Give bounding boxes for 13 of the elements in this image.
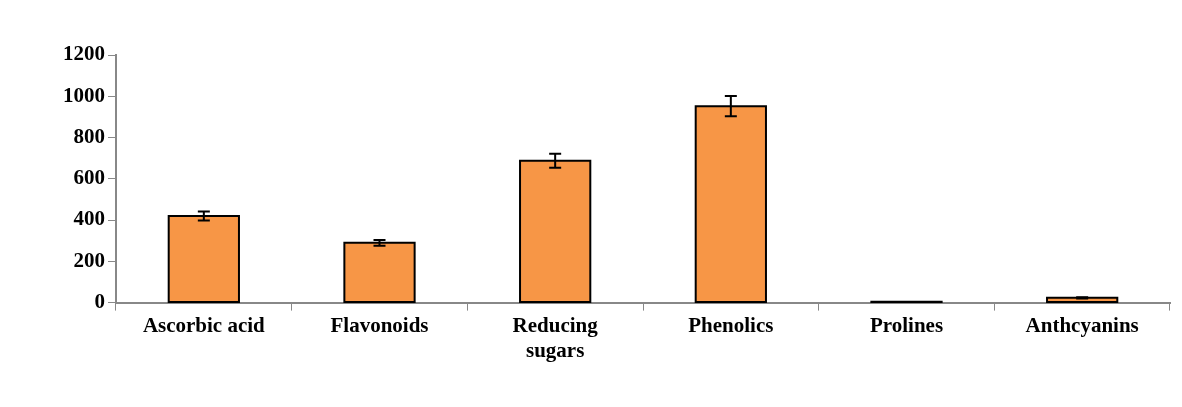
x-tick-label: Phenolics	[688, 312, 774, 337]
x-tick-label: Flavonoids	[330, 312, 429, 337]
x-tick-label: Prolines	[869, 312, 944, 337]
y-tick-label: 800	[73, 123, 105, 148]
x-tick-label: Reducing sugars	[512, 312, 599, 362]
y-tick-label: 600	[73, 165, 105, 190]
x-tick-label: Ascorbic acid	[142, 312, 266, 337]
y-tick-label: 1000	[63, 82, 105, 107]
y-tick-label: 200	[73, 247, 105, 272]
x-tick-label: Anthcyanins	[1025, 312, 1139, 337]
y-tick-label: 0	[94, 289, 105, 314]
y-tick-label: 1200	[63, 41, 105, 66]
y-tick-label: 400	[73, 206, 105, 231]
